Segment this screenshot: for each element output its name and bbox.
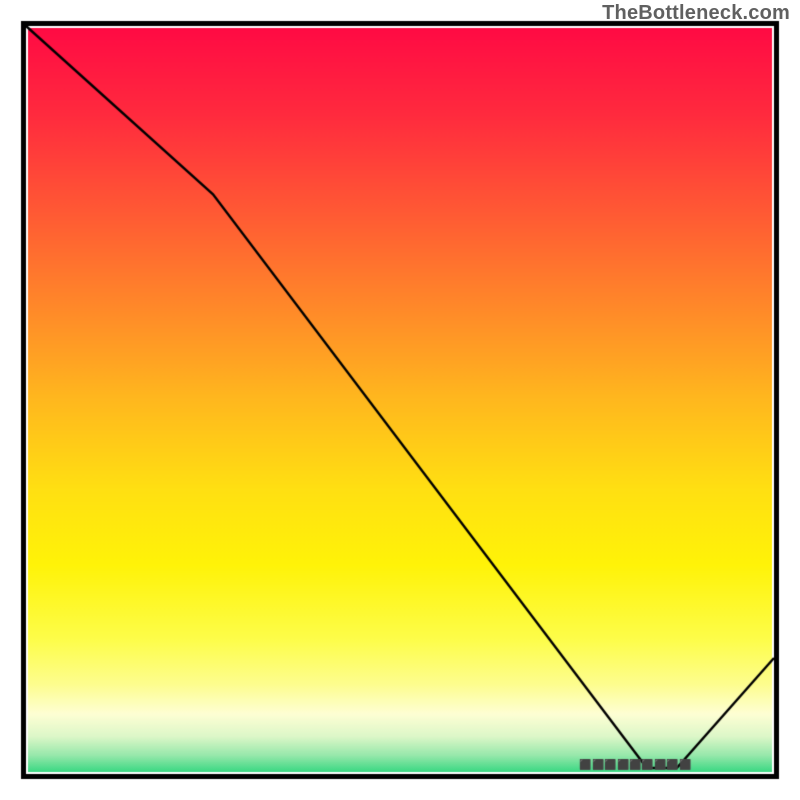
attribution-text: TheBottleneck.com (602, 2, 790, 25)
chart-container: TheBottleneck.com (0, 0, 800, 800)
bottleneck-gradient-chart (0, 0, 800, 800)
